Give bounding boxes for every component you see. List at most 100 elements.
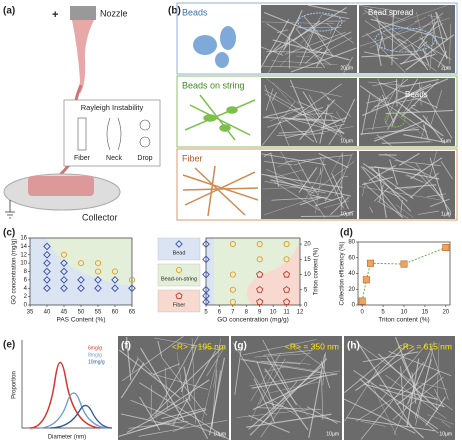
sem-fiber	[262, 187, 296, 190]
sem-fiber	[361, 94, 371, 136]
sem-fiber	[398, 152, 420, 166]
region	[206, 238, 214, 305]
sem-fiber	[401, 357, 422, 401]
sem-fiber	[400, 366, 405, 410]
sem-fiber	[252, 375, 324, 411]
sem-fiber	[266, 357, 298, 406]
point	[282, 286, 291, 293]
sem-fiber	[395, 78, 398, 107]
inset-title: Rayleigh Instability	[81, 103, 144, 112]
beads-cartoon	[193, 26, 236, 68]
size-note: <R> = 615 nm	[398, 341, 452, 351]
point	[229, 271, 236, 278]
sem-fiber	[436, 342, 440, 409]
sem-fiber	[435, 11, 448, 40]
sem-fiber	[264, 161, 293, 166]
x-tick-label: 15	[422, 310, 429, 316]
inset	[63, 99, 161, 167]
sem-fiber	[427, 414, 454, 425]
sem-fiber	[410, 106, 421, 113]
legend: 8mg/g	[88, 352, 102, 358]
sem-fiber	[293, 156, 323, 166]
nozzle-label: Nozzle	[100, 8, 128, 18]
sem-fiber	[322, 13, 350, 19]
sem-fiber	[278, 130, 313, 134]
sem-fiber	[377, 78, 389, 105]
x-tick-label: 20	[442, 310, 449, 316]
sem-fiber	[206, 346, 226, 377]
sem-fiber	[422, 124, 429, 139]
sem-fiber	[191, 337, 196, 424]
legend-label: Bead	[173, 250, 186, 256]
sem-fiber	[328, 123, 343, 145]
sem-fiber	[401, 81, 439, 118]
sem-fiber	[236, 409, 309, 418]
sem-fiber	[263, 116, 339, 122]
sem-fiber	[373, 186, 390, 202]
x-tick-label: 45	[61, 310, 68, 316]
size-note: <R> = 350 nm	[285, 341, 339, 351]
panel-c: (c)	[3, 228, 300, 305]
sem-fiber	[331, 173, 349, 210]
sem-fiber	[276, 29, 289, 33]
y-tick-label: 6	[24, 277, 28, 283]
highlight	[384, 112, 406, 128]
panel-label: (d)	[340, 228, 353, 239]
sem-fiber	[128, 420, 189, 429]
sem-fiber	[362, 12, 367, 15]
sem-fiber	[298, 112, 334, 115]
sem-fiber	[429, 345, 449, 400]
sem-fiber	[359, 5, 399, 12]
sem-fiber	[154, 379, 210, 417]
sem-fiber	[130, 399, 226, 439]
x-tick-label: 55	[95, 310, 102, 316]
sem-fiber	[298, 101, 346, 123]
sem-fiber	[387, 78, 419, 130]
point	[94, 260, 102, 267]
sem-fiber	[265, 88, 274, 111]
sem-fiber	[374, 166, 440, 180]
x-tick-label: 0	[361, 310, 365, 316]
point	[256, 241, 263, 248]
sem-fiber	[120, 362, 145, 399]
x-tick-label: 10	[401, 310, 408, 316]
sem-fiber	[161, 407, 207, 420]
sem-fiber	[320, 116, 347, 129]
point	[60, 259, 68, 267]
sem-fiber	[415, 347, 434, 426]
sem-fiber	[365, 90, 433, 144]
sem-fiber	[370, 166, 412, 212]
point	[400, 260, 408, 268]
sem-fiber	[404, 107, 434, 130]
sem-fiber	[364, 20, 437, 72]
y-tick-label: 40	[348, 271, 355, 277]
drop-shape	[139, 136, 151, 148]
point	[77, 260, 85, 267]
y-tick-label: 8	[24, 269, 28, 275]
sem-fiber	[377, 168, 387, 218]
sem-fiber	[318, 126, 354, 133]
sem-fiber	[261, 121, 282, 146]
fiber-shape	[77, 117, 87, 151]
point	[202, 285, 210, 294]
sem-fiber	[403, 134, 446, 143]
sem-fiber	[125, 336, 132, 381]
sem-fiber	[382, 94, 395, 123]
point	[111, 284, 119, 293]
sem-fiber	[373, 120, 425, 142]
sem-fiber	[304, 14, 322, 46]
row-title: Beads	[182, 7, 208, 17]
sem-fiber	[407, 352, 430, 405]
x-tick-label: 5	[381, 310, 385, 316]
sem-note: Bead spread	[368, 8, 413, 17]
sem-fiber	[418, 81, 422, 106]
sem-fiber	[364, 125, 394, 130]
sem-fiber	[250, 355, 279, 402]
sem-fiber	[271, 60, 338, 65]
sem-fiber	[260, 19, 290, 68]
scale-bar-label: 20µm	[340, 65, 353, 71]
sem-fiber	[266, 23, 332, 66]
plus: +	[52, 9, 58, 21]
sem-fiber	[320, 360, 331, 388]
sem-fiber	[430, 13, 438, 46]
